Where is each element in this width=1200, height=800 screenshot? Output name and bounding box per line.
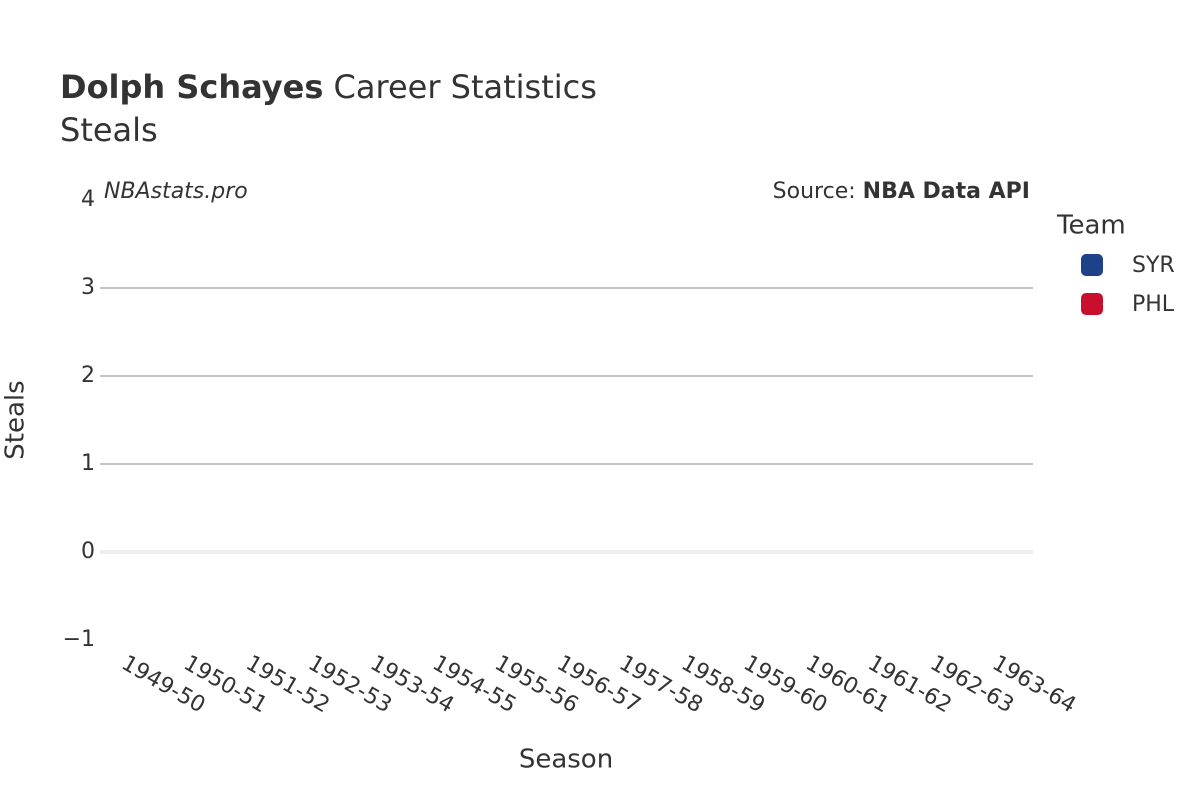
y-tick-label: −1: [63, 627, 95, 652]
title-rest: Career Statistics: [334, 68, 597, 106]
legend-label: SYR: [1132, 253, 1175, 278]
y-tick-label: 0: [81, 539, 95, 564]
y-tick-label: 4: [81, 187, 95, 212]
chart-subtitle: Steals: [60, 111, 158, 149]
legend-label: PHL: [1132, 292, 1175, 317]
source-note: Source: NBA Data API: [773, 179, 1030, 204]
y-tick-label: 1: [81, 451, 95, 476]
title-bold: Dolph Schayes: [60, 68, 323, 106]
x-axis-title: Season: [519, 745, 613, 775]
y-axis-title: Steals: [1, 380, 31, 459]
y-tick-label: 2: [81, 363, 95, 388]
legend-title: Team: [1056, 211, 1126, 241]
y-tick-label: 3: [81, 275, 95, 300]
chart-title: Dolph Schayes Career Statistics: [60, 68, 597, 106]
source-name: NBA Data API: [863, 179, 1030, 204]
source-prefix: Source:: [773, 179, 856, 204]
legend-swatch: [1081, 254, 1103, 276]
legend-swatch: [1081, 293, 1103, 315]
watermark: NBAstats.pro: [104, 179, 248, 204]
